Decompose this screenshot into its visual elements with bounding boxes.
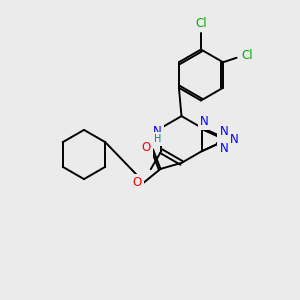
Text: Cl: Cl [242, 49, 254, 62]
Text: N: N [230, 133, 239, 146]
Text: N: N [220, 142, 228, 154]
Text: O: O [133, 176, 142, 189]
Text: N: N [153, 125, 162, 138]
Text: Cl: Cl [195, 16, 207, 30]
Text: N: N [220, 125, 228, 138]
Text: O: O [142, 141, 151, 154]
Text: H: H [154, 134, 161, 144]
Text: N: N [200, 115, 208, 128]
